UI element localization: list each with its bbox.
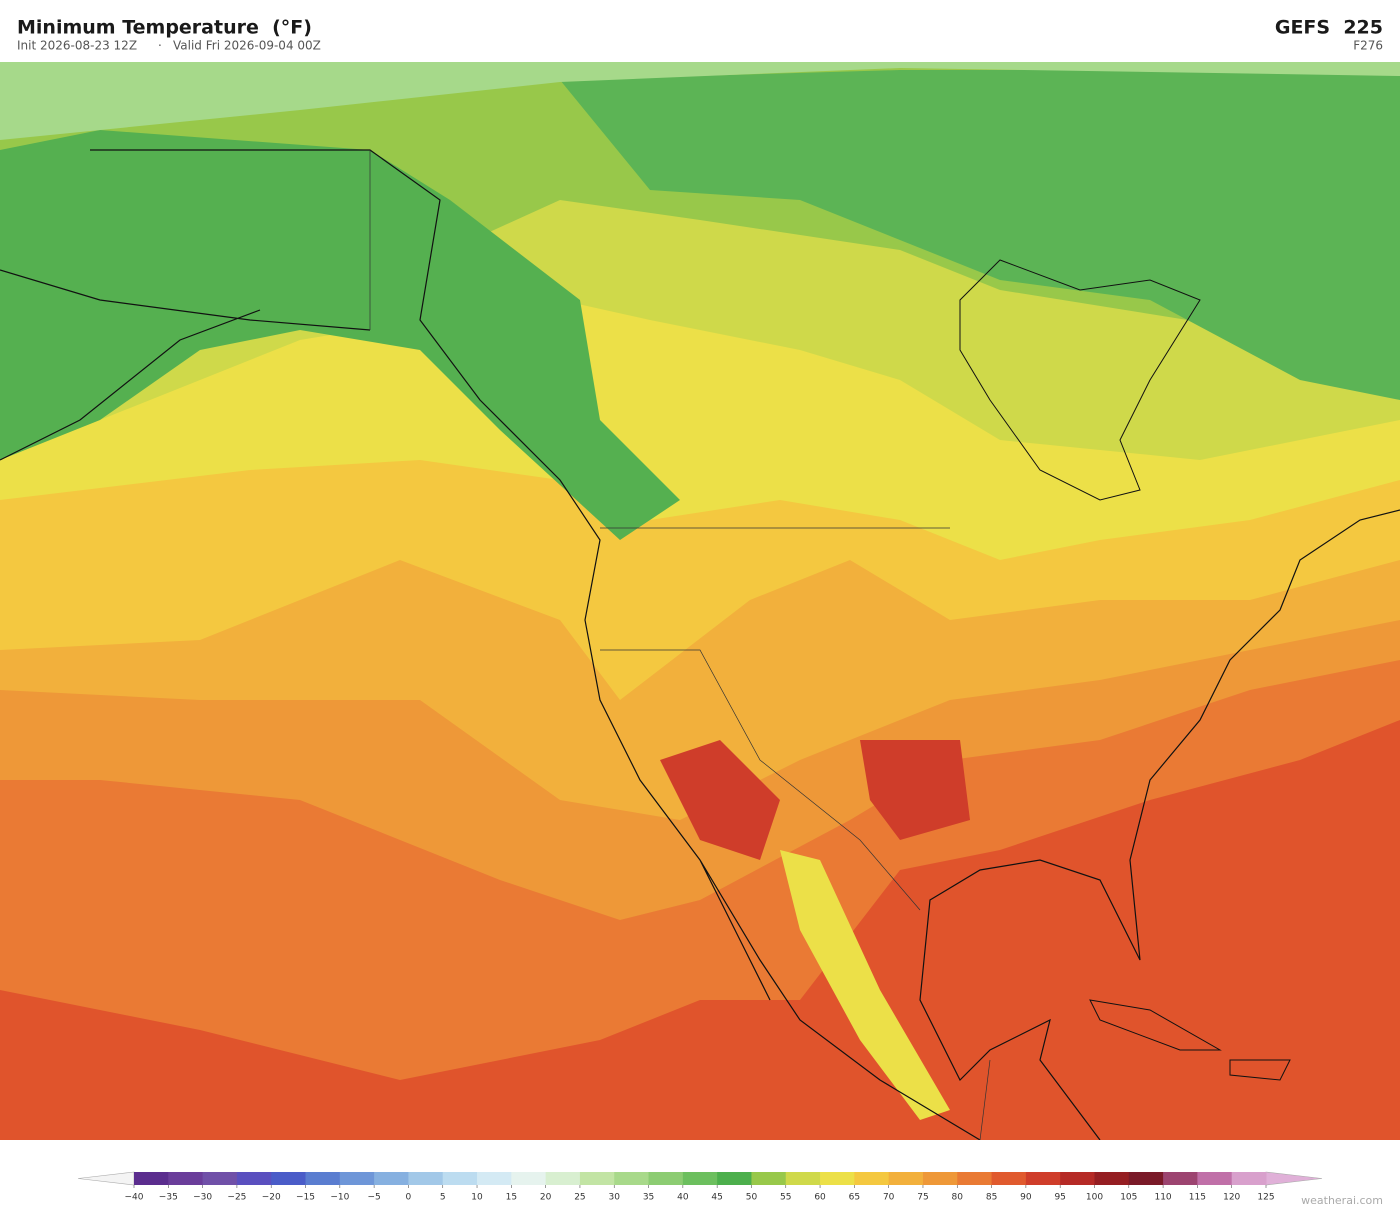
color-swatch — [957, 1172, 993, 1185]
tick-label: 60 — [814, 1193, 826, 1203]
tick-label: 80 — [952, 1193, 964, 1203]
temperature-field — [660, 740, 780, 860]
tick-label: 110 — [1154, 1193, 1171, 1203]
tick-label: 40 — [677, 1193, 689, 1203]
coastline — [0, 149, 1400, 1140]
color-swatch — [1060, 1172, 1095, 1185]
map — [0, 62, 1400, 1140]
border — [369, 150, 991, 1140]
tick-label: −5 — [367, 1193, 380, 1203]
color-swatch — [271, 1172, 307, 1185]
model-name: GEFS 225 — [1275, 17, 1383, 39]
color-swatch — [785, 1172, 821, 1185]
tick-label: 120 — [1223, 1193, 1240, 1203]
color-swatch — [511, 1172, 547, 1185]
tick-label: −40 — [125, 1193, 144, 1203]
tick-label: 0 — [406, 1193, 412, 1203]
tick-label: 50 — [746, 1193, 758, 1203]
color-swatch — [614, 1172, 650, 1185]
color-swatch — [648, 1172, 684, 1185]
color-swatch — [477, 1172, 512, 1185]
coastline — [959, 259, 1291, 1081]
tick-label: 15 — [506, 1193, 517, 1203]
color-swatch — [1197, 1172, 1233, 1185]
tick-label: 25 — [574, 1193, 585, 1203]
tick-label: 5 — [440, 1193, 446, 1203]
color-swatch — [134, 1172, 169, 1185]
tick-label: −15 — [296, 1193, 315, 1203]
color-swatch — [408, 1172, 444, 1185]
color-swatch — [374, 1172, 409, 1185]
color-swatch — [1163, 1172, 1198, 1185]
tick-label: 20 — [540, 1193, 552, 1203]
color-swatch — [545, 1172, 581, 1185]
color-swatch — [682, 1172, 718, 1185]
color-swatch — [442, 1172, 478, 1185]
tick-label: 75 — [917, 1193, 928, 1203]
color-swatch — [1025, 1172, 1061, 1185]
colorbar-extension-low — [77, 1171, 135, 1186]
color-swatch — [1128, 1172, 1164, 1185]
temperature-field — [860, 740, 970, 840]
tick-label: −20 — [262, 1193, 281, 1203]
watermark: weatherai.com — [1301, 1194, 1383, 1207]
color-swatch — [922, 1172, 958, 1185]
color-swatch — [991, 1172, 1027, 1185]
temperature-field — [780, 850, 950, 1120]
tick-label: 45 — [711, 1193, 722, 1203]
color-swatch — [751, 1172, 787, 1185]
color-swatch — [854, 1172, 890, 1185]
colorbar: −40 −35 −30 −25 −20 −15 −10 −5 0 5 10 15 20 25 30 35 40 4… — [77, 1171, 1323, 1203]
color-swatch — [820, 1172, 855, 1185]
tick-label: 90 — [1020, 1193, 1032, 1203]
tick-label: −10 — [330, 1193, 349, 1203]
tick-label: 100 — [1086, 1193, 1103, 1203]
temperature-field — [560, 70, 1400, 400]
tick-label: −35 — [159, 1193, 178, 1203]
temperature-field — [0, 130, 680, 540]
tick-label: 85 — [986, 1193, 997, 1203]
tick-label: 125 — [1257, 1193, 1274, 1203]
tick-label: 30 — [609, 1193, 621, 1203]
tick-label: −25 — [227, 1193, 246, 1203]
color-swatch — [305, 1172, 341, 1185]
color-swatch — [168, 1172, 204, 1185]
valid-time: Valid Fri 2026-09-04 00Z — [173, 39, 321, 53]
tick-label: 70 — [883, 1193, 895, 1203]
tick-label: 105 — [1120, 1193, 1137, 1203]
tick-label: 35 — [643, 1193, 654, 1203]
init-time: Init 2026-08-23 12Z — [17, 39, 137, 53]
colorbar-extension-high — [1265, 1171, 1323, 1186]
color-swatch — [339, 1172, 375, 1185]
tick-label: −30 — [193, 1193, 212, 1203]
tick-label: 65 — [849, 1193, 860, 1203]
color-swatch — [1231, 1172, 1267, 1185]
color-swatch — [717, 1172, 752, 1185]
color-swatch — [579, 1172, 615, 1185]
forecast-hour: F276 — [1353, 39, 1383, 53]
map-title: Minimum Temperature (°F) — [17, 17, 312, 39]
separator: · — [158, 39, 162, 53]
color-swatch — [888, 1172, 924, 1185]
color-swatch — [1094, 1172, 1130, 1185]
color-swatch — [236, 1172, 272, 1185]
tick-label: 95 — [1054, 1193, 1065, 1203]
tick-label: 55 — [780, 1193, 791, 1203]
tick-label: 115 — [1189, 1193, 1206, 1203]
tick-label: 10 — [471, 1193, 483, 1203]
color-swatch — [202, 1172, 238, 1185]
temperature-field — [0, 62, 1400, 140]
